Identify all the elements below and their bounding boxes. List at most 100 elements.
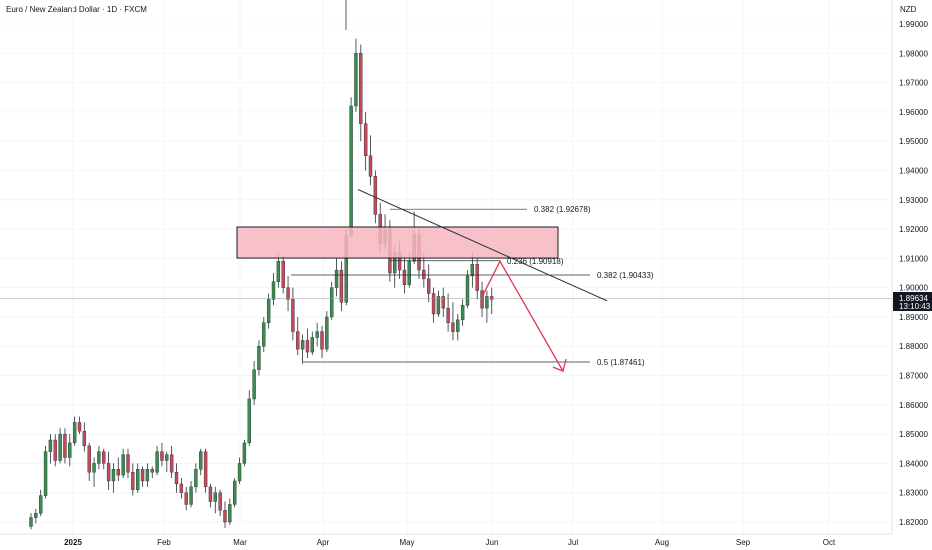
fib-level-label: 0.236 (1.90918)	[507, 257, 564, 266]
candle-body	[310, 337, 314, 353]
candle	[53, 434, 57, 467]
fib-level-label: 0.382 (1.90433)	[597, 271, 654, 280]
candle	[232, 478, 237, 508]
candle-body	[431, 293, 436, 315]
candle	[82, 422, 87, 452]
candle	[257, 340, 261, 376]
candle-body	[135, 469, 140, 490]
candle	[174, 463, 179, 493]
candle-body	[199, 451, 203, 470]
candle	[465, 270, 470, 309]
time-tick-label: Aug	[655, 538, 669, 547]
candle	[194, 463, 198, 493]
candle	[116, 457, 121, 481]
candle-body	[460, 305, 465, 321]
candle-body	[140, 469, 145, 482]
candle-body	[257, 346, 261, 370]
candle-body	[203, 451, 208, 488]
candle	[310, 331, 314, 356]
candle	[111, 463, 116, 493]
descending-trendline	[357, 189, 608, 302]
candle	[441, 287, 445, 317]
drawings: 0.382 (1.92678) 0.236 (1.90918) 0.382 (1.9…	[0, 189, 892, 373]
candle	[262, 316, 266, 353]
candle-body	[252, 369, 256, 400]
candle-body	[247, 398, 251, 444]
candle-body	[436, 296, 441, 315]
candle-body	[106, 463, 111, 482]
candle-body	[208, 486, 213, 502]
candle-body	[407, 261, 411, 285]
projection-arrowhead	[552, 358, 567, 373]
candle	[485, 290, 489, 323]
candle	[436, 290, 441, 317]
candle	[184, 486, 188, 511]
candle-body	[320, 331, 324, 350]
candle-body	[218, 492, 222, 511]
price-tick-label: 1.87000	[899, 372, 928, 381]
candle	[315, 322, 319, 347]
candle	[150, 466, 154, 479]
candle	[140, 466, 145, 487]
candle-body	[213, 492, 218, 502]
candle-body	[145, 469, 150, 482]
candle-body	[68, 442, 72, 458]
candle-body	[155, 451, 159, 473]
time-axis[interactable]: 2025 Feb Mar Apr May Jun Jul Aug Sep Oct	[0, 533, 892, 547]
candle-body	[300, 340, 305, 350]
candle-body	[315, 331, 319, 338]
price-axis[interactable]: NZD 1.82000 1.83000 1.84000 1.85000 1.86000 1…	[891, 0, 928, 534]
candle	[87, 442, 91, 481]
candle-body	[34, 513, 38, 518]
candle-body	[485, 296, 489, 309]
candle-body	[228, 504, 232, 523]
candle-body	[174, 472, 179, 485]
candle-body	[184, 492, 188, 505]
candle	[34, 508, 38, 524]
time-tick-label: Feb	[157, 538, 171, 547]
candle-body	[63, 433, 67, 458]
candle	[213, 486, 218, 514]
time-tick-label: Sep	[736, 538, 751, 547]
supply-zone	[236, 226, 559, 259]
candle-body	[111, 469, 116, 482]
candle-body	[169, 454, 174, 473]
candle	[330, 281, 334, 320]
candle	[106, 451, 111, 490]
candle	[92, 457, 96, 487]
candles	[29, 0, 494, 530]
time-tick-label: Oct	[823, 538, 836, 547]
price-tick-label: 1.92000	[899, 225, 928, 234]
candle	[451, 302, 455, 341]
time-tick-label: Jun	[486, 538, 499, 547]
candle	[286, 275, 290, 312]
candle-body	[97, 451, 101, 464]
fib-level-label: 0.5 (1.87461)	[597, 358, 645, 367]
candle-body	[359, 53, 363, 124]
candle-body	[237, 463, 242, 482]
time-tick-label: May	[399, 538, 414, 547]
candle	[300, 334, 305, 364]
price-tick-label: 1.84000	[899, 459, 928, 468]
candle-body	[43, 451, 48, 496]
candle	[296, 316, 300, 356]
candle	[63, 428, 67, 464]
candle	[58, 428, 62, 464]
candle	[252, 360, 256, 405]
candle	[475, 258, 479, 300]
candle-body	[87, 445, 91, 473]
candle	[165, 451, 169, 473]
candle-body	[232, 480, 237, 505]
candle	[102, 448, 106, 470]
candle	[179, 478, 184, 499]
candle-body	[286, 287, 290, 300]
candle-body	[72, 422, 77, 444]
candle-body	[422, 269, 426, 280]
candle	[126, 448, 130, 479]
candle	[339, 261, 344, 312]
candle	[199, 448, 203, 476]
candle-body	[451, 322, 455, 332]
price-tick-label: 1.91000	[899, 254, 928, 263]
candle-body	[456, 319, 460, 332]
